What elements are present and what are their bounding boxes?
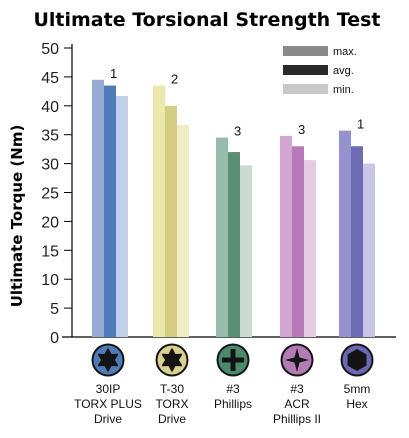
y-tick-label: 50 <box>41 41 59 58</box>
category-label: T-30 TORX Drive <box>155 382 188 426</box>
bar-1-4 <box>351 146 363 337</box>
legend-label: avg. <box>333 65 354 77</box>
bars: 1 2 3 3 1 <box>92 66 375 338</box>
category-label: 5mm Hex <box>344 382 371 411</box>
category-label-line: Drive <box>94 412 122 426</box>
hex-icon <box>340 343 374 377</box>
rank-label: 2 <box>171 72 178 87</box>
category-label: #3 Phillips <box>214 382 252 411</box>
y-tick-label: 5 <box>50 301 59 318</box>
y-tick-label: 30 <box>41 157 59 174</box>
bar-2-1 <box>177 124 189 338</box>
legend-swatch <box>283 84 328 94</box>
bar-0-2 <box>216 137 228 337</box>
category-label-line: #3 <box>290 382 304 396</box>
category-icons <box>91 343 374 377</box>
category-label-line: Drive <box>158 412 186 426</box>
rank-label: 1 <box>357 117 364 132</box>
category-label-line: TORX <box>155 397 188 411</box>
category-label-line: #3 <box>226 382 240 396</box>
y-tick-label: 40 <box>41 99 59 116</box>
legend-label: max. <box>333 46 357 58</box>
bar-2-2 <box>240 165 252 337</box>
legend-label: min. <box>333 84 354 96</box>
y-tick-label: 20 <box>41 214 59 231</box>
category-label-line: Phillips <box>214 397 252 411</box>
acr-phillips-icon <box>280 343 314 377</box>
legend-swatch <box>283 46 328 56</box>
category-label-line: ACR <box>284 397 310 411</box>
phillips-icon <box>216 343 250 377</box>
bar-1-1 <box>165 105 177 337</box>
y-tick-label: 10 <box>41 272 59 289</box>
bar-0-3 <box>280 135 292 337</box>
rank-label: 3 <box>298 122 305 137</box>
bar-0-1 <box>153 85 165 337</box>
category-label: 30IP TORX PLUS Drive <box>74 382 142 426</box>
torx-icon <box>155 343 189 377</box>
category-label-line: Phillips II <box>273 412 321 426</box>
bar-0-4 <box>339 130 351 337</box>
bar-2-4 <box>363 163 375 337</box>
bar-2-3 <box>304 160 316 337</box>
y-tick-label: 0 <box>50 330 59 347</box>
rank-label: 3 <box>234 124 241 139</box>
y-tick-label: 15 <box>41 243 59 260</box>
category-label-line: 5mm <box>344 382 371 396</box>
category-label-line: TORX PLUS <box>74 397 142 411</box>
y-tick-label: 25 <box>41 186 59 203</box>
y-axis-label: Ultimate Torque (Nm) <box>8 125 26 308</box>
rank-label: 1 <box>110 66 117 81</box>
legend-swatch <box>283 65 328 75</box>
y-tick-label: 35 <box>41 128 59 145</box>
legend: max. avg. min. <box>283 46 357 96</box>
category-label-line: Hex <box>346 397 367 411</box>
axes: 0 5 10 15 20 25 30 35 40 45 50 <box>41 41 396 347</box>
category-label-line: T-30 <box>160 382 184 396</box>
bar-1-0 <box>104 85 116 337</box>
y-tick-label: 45 <box>41 70 59 87</box>
bar-1-2 <box>228 152 240 337</box>
category-label-line: 30IP <box>96 382 121 396</box>
bar-0-0 <box>92 79 104 337</box>
torx-plus-icon <box>91 343 125 377</box>
category-label: #3 ACR Phillips II <box>273 382 321 426</box>
chart-title: Ultimate Torsional Strength Test <box>33 9 380 31</box>
bar-2-0 <box>116 95 128 337</box>
bar-1-3 <box>292 146 304 337</box>
